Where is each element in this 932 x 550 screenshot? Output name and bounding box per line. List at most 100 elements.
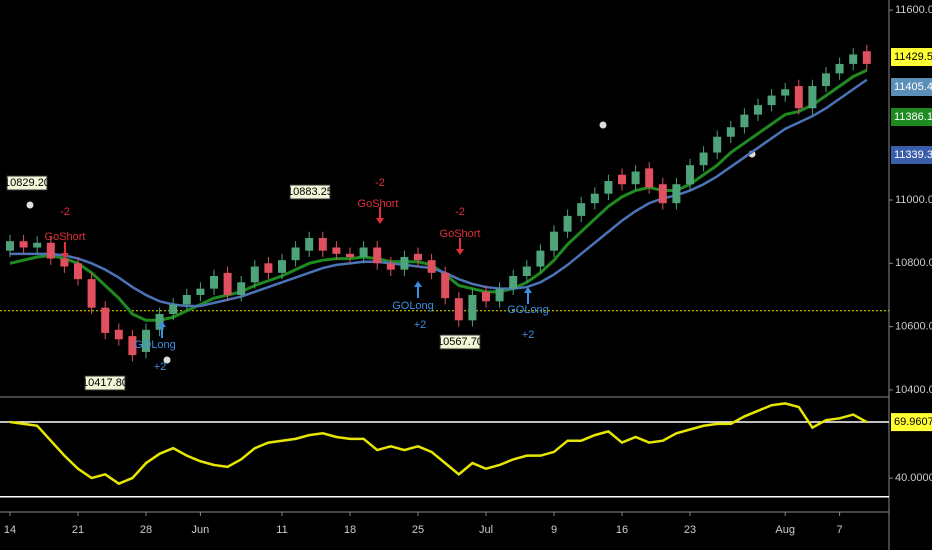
price-label: 10829.20 <box>4 177 50 189</box>
x-tick-label: Jul <box>479 524 493 536</box>
price-label: 10417.80 <box>82 377 128 389</box>
candle-body <box>577 203 586 216</box>
x-tick-label: 9 <box>551 524 557 536</box>
dot <box>163 356 171 364</box>
candle-body <box>590 193 599 204</box>
signal-label: GoShort <box>440 228 481 240</box>
candle-body <box>550 231 558 251</box>
candle-body <box>318 238 327 251</box>
y-tick-label: 10800.00 <box>895 257 932 269</box>
candle-body <box>495 288 504 302</box>
value-tag <box>891 413 932 432</box>
candle-body <box>631 171 640 185</box>
candle-body <box>142 329 150 352</box>
candle-body <box>128 336 137 356</box>
signal-label: GoShort <box>45 231 86 243</box>
x-tick-label: 14 <box>4 524 16 536</box>
candle-body <box>278 260 286 273</box>
price-tag <box>891 146 932 164</box>
x-tick-label: 23 <box>684 524 696 536</box>
arrow-head <box>524 287 532 293</box>
candle-body <box>862 51 871 64</box>
x-tick-label: 25 <box>412 524 424 536</box>
candle-body <box>536 250 545 267</box>
candle-body <box>46 242 55 259</box>
candle-body <box>767 95 776 106</box>
x-tick-label: 16 <box>616 524 628 536</box>
signal-label: +2 <box>522 329 535 341</box>
x-tick-label: 21 <box>72 524 84 536</box>
candle-body <box>713 136 722 153</box>
price-label-box <box>289 184 331 200</box>
candle-body <box>482 291 490 302</box>
x-tick-label: 7 <box>837 524 843 536</box>
candle-body <box>373 247 382 264</box>
indicator-line <box>10 78 868 308</box>
candle-body <box>400 257 409 270</box>
price-tag-label: 11405.43 <box>894 81 932 93</box>
candle-body <box>740 114 749 128</box>
arrow-head <box>414 281 422 287</box>
price-label: 10567.70 <box>437 336 483 348</box>
candle-body <box>114 329 123 340</box>
arrow-head <box>158 321 166 327</box>
candle-body <box>427 260 436 273</box>
x-tick-label: Aug <box>775 524 795 536</box>
candle-body <box>210 275 218 289</box>
candle-body <box>563 215 572 232</box>
candle-body <box>414 253 422 261</box>
candle-body <box>101 307 110 333</box>
candle-body <box>441 272 450 299</box>
candle-body <box>74 263 82 280</box>
candle-body <box>618 174 626 185</box>
price-tag-label: 11429.50 <box>894 51 932 63</box>
candle-body <box>645 168 654 188</box>
candle-body <box>726 127 735 137</box>
price-tag <box>891 48 932 66</box>
candle-body <box>386 263 395 270</box>
candle-body <box>155 313 164 330</box>
oscillator-line <box>9 402 868 486</box>
candle-body <box>291 247 300 261</box>
x-tick-label: 28 <box>140 524 152 536</box>
candle-body <box>522 266 531 276</box>
candle-body <box>658 184 667 204</box>
x-tick-label: 11 <box>276 524 287 536</box>
y-tick-label: 40.0000 <box>895 472 932 484</box>
candle-body <box>169 304 178 314</box>
candle-body <box>264 263 273 273</box>
price-tag <box>891 78 932 96</box>
price-tag-label: 11339.39 <box>894 149 932 161</box>
signal-label: GOLong <box>392 300 434 312</box>
y-tick-label: 11600.00 <box>895 4 932 16</box>
candle-body <box>6 241 14 251</box>
arrow-head <box>61 253 69 259</box>
price-label-box <box>6 175 48 191</box>
candle-body <box>19 241 28 248</box>
candle-body <box>754 105 762 115</box>
y-tick-label: 11000.00 <box>895 194 932 206</box>
candle-body <box>686 165 694 185</box>
candle-body <box>849 54 858 64</box>
candle-body <box>87 279 96 308</box>
signal-label: -2 <box>455 206 465 218</box>
price-tag <box>891 108 932 126</box>
candle-body <box>60 258 69 267</box>
candle-body <box>223 272 232 295</box>
dot <box>599 121 607 129</box>
signal-label: +2 <box>154 361 167 373</box>
dot <box>26 201 34 209</box>
candle-body <box>346 253 354 258</box>
candle-body <box>305 238 314 251</box>
candle-body <box>237 282 246 295</box>
candle-body <box>250 266 259 283</box>
candle-body <box>196 288 205 295</box>
candle-body <box>822 73 830 87</box>
y-tick-label: 10400.00 <box>895 384 932 396</box>
candle-body <box>468 294 477 321</box>
signal-label: -2 <box>375 177 385 189</box>
candle-body <box>604 181 613 194</box>
candle-body <box>33 242 42 248</box>
candle-body <box>699 152 708 166</box>
